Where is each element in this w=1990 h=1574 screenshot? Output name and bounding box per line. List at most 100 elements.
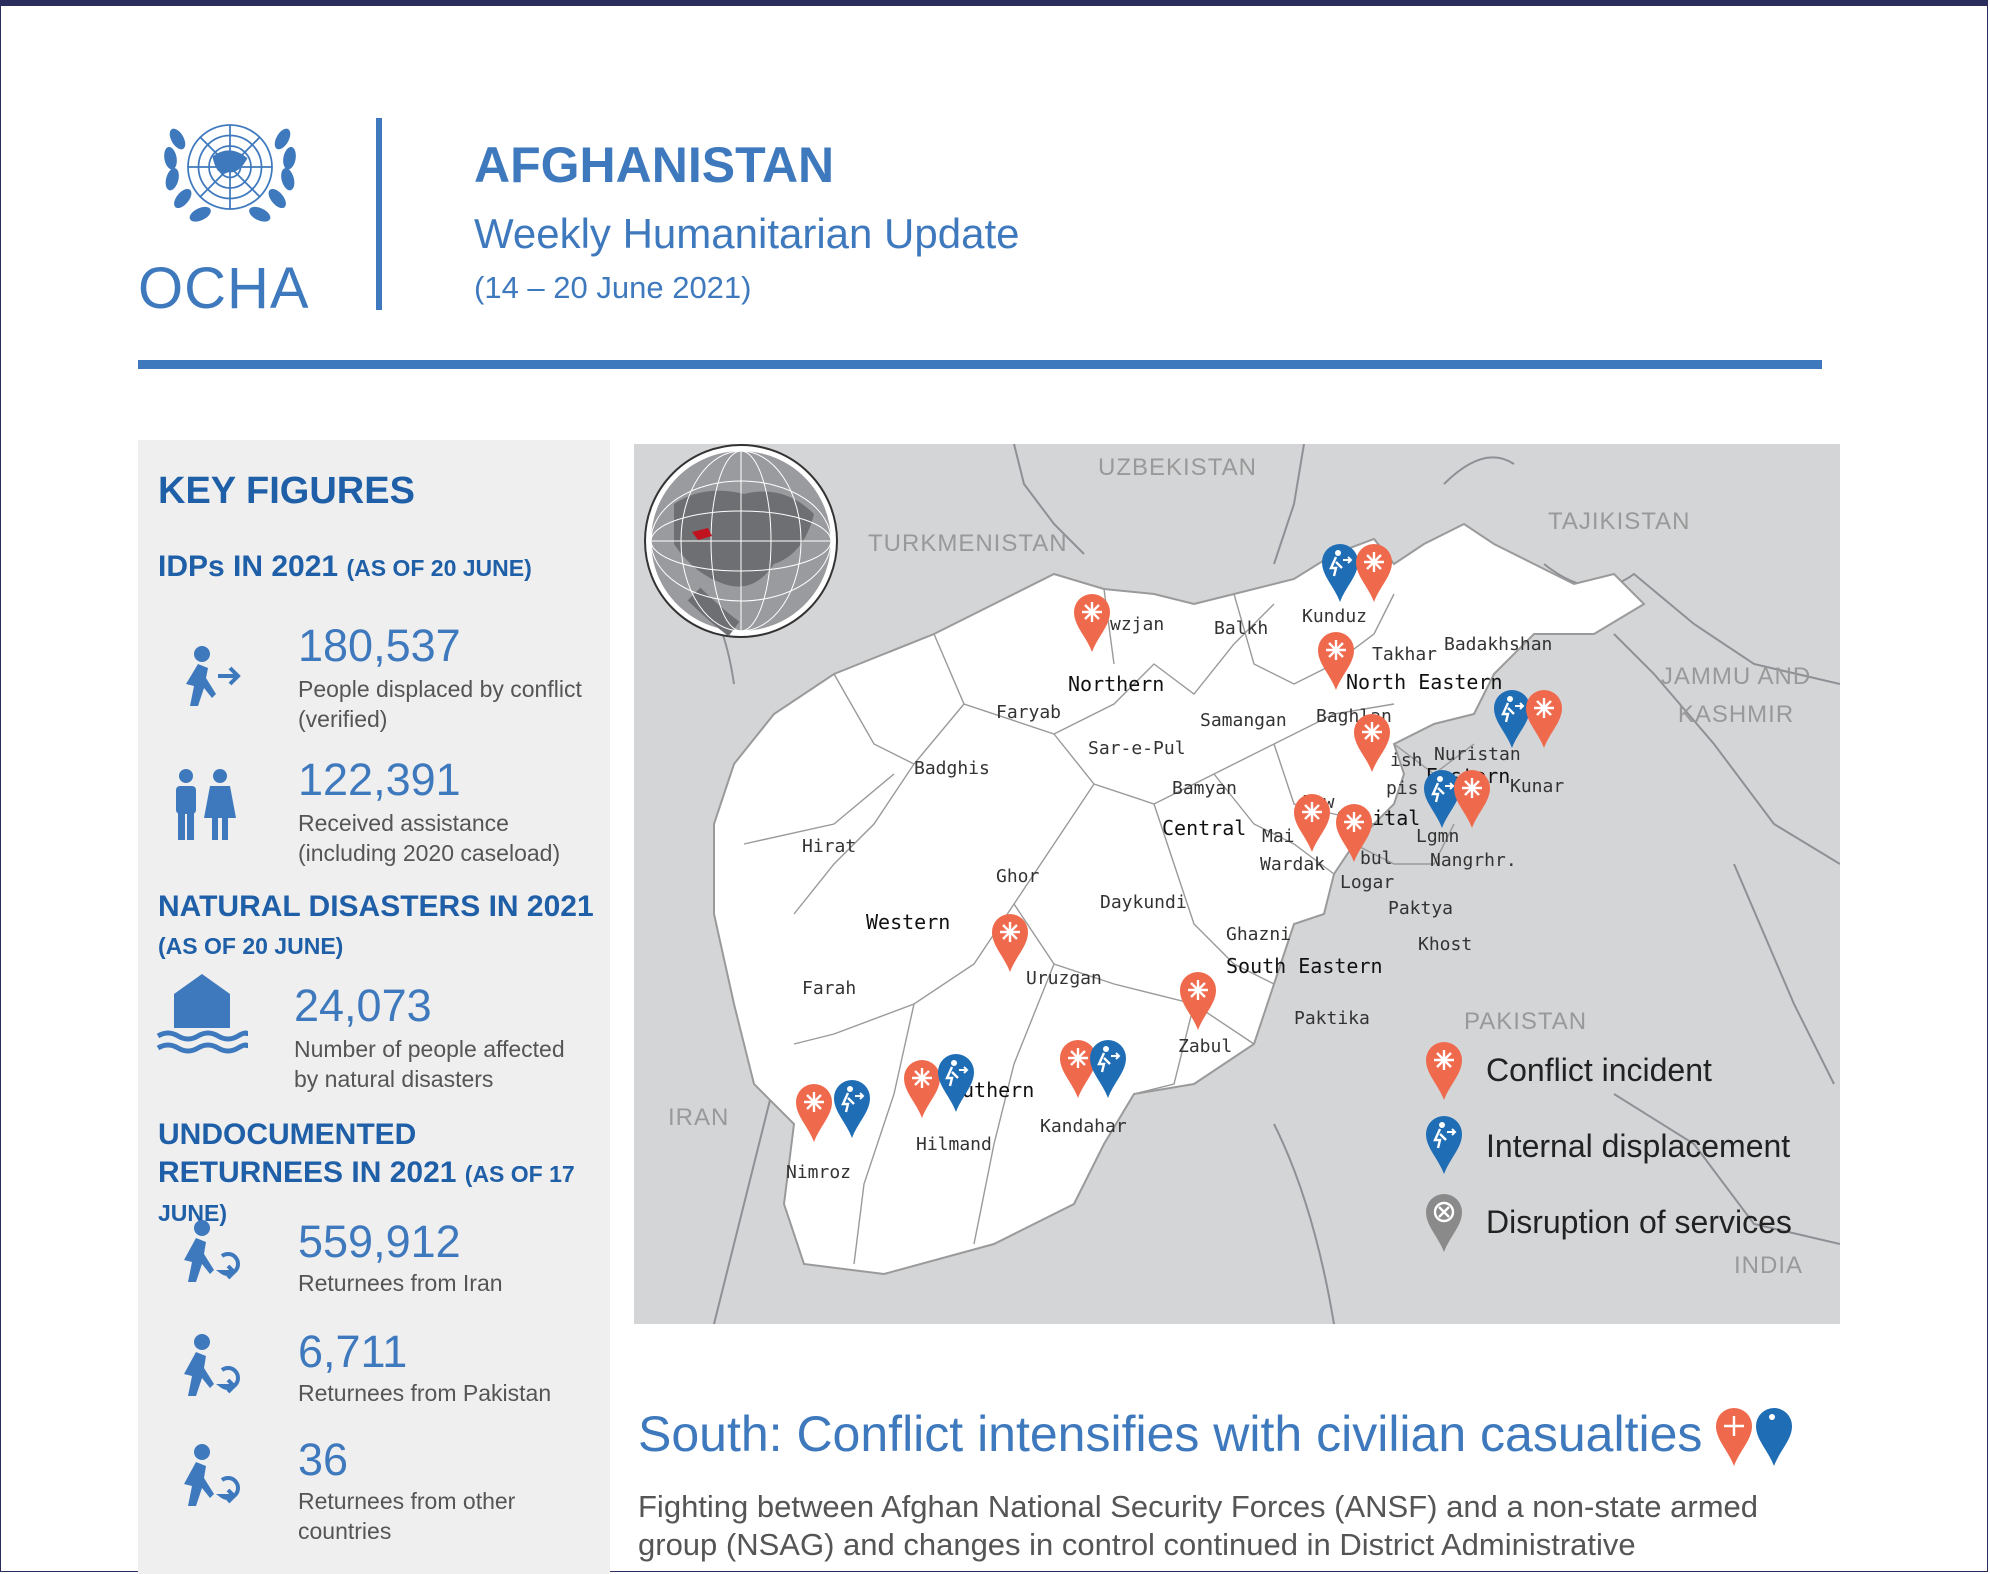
legend-conflict-icon [1424,1040,1464,1102]
org-wordmark: OCHA [138,256,310,321]
displacement-marker [936,1052,976,1114]
province-label: Hilmand [916,1134,992,1155]
header-rule [138,360,1822,369]
disasters-heading: NATURAL DISASTERS IN 2021 (AS OF 20 JUNE… [158,888,598,965]
province-label: Bamyan [1172,778,1238,799]
country-label: PAKISTAN [1464,1008,1588,1035]
province-label: Mai [1262,826,1295,847]
province-label: wzjan [1110,614,1165,635]
kf-desc: Returnees from Iran [298,1270,503,1296]
conflict-marker [1058,1038,1098,1100]
region-label: Northern [1068,672,1165,696]
province-label: Samangan [1200,710,1287,731]
key-figures-heading: KEY FIGURES [158,470,415,512]
province-label: Takhar [1372,644,1438,665]
disasters-label: NATURAL DISASTERS IN 2021 [158,890,594,923]
region-label: Western [866,910,951,934]
country-label: IRAN [668,1104,730,1131]
country-label: TURKMENISTAN [868,530,1068,557]
legend-conflict-label: Conflict incident [1486,1052,1712,1088]
conflict-marker [1292,792,1332,854]
returnees-heading: UNDOCUMENTED RETURNEES IN 2021 (AS OF 17… [158,1116,598,1232]
page-subtitle: Weekly Humanitarian Update [474,210,1020,257]
conflict-marker [1452,768,1492,830]
idps-heading: IDPs IN 2021 (AS OF 20 JUNE) [158,548,598,587]
province-label: Faryab [996,702,1062,723]
displacement-marker [1492,688,1532,750]
conflict-marker [1352,712,1392,774]
province-label: Hirat [802,836,857,857]
afghanistan-map: UZBEKISTAN TURKMENISTAN TAJIKISTAN JAMMU… [634,444,1840,1324]
kf-value: 122,391 [298,754,461,805]
province-label: Ghor [996,866,1040,887]
un-emblem-icon [164,124,296,222]
region-label: uthern [962,1078,1035,1102]
returnees-label: UNDOCUMENTED RETURNEES IN 2021 [158,1118,457,1189]
legend-disruption-label: Disruption of services [1486,1204,1792,1240]
province-label: Nangrhr. [1430,850,1517,871]
conflict-marker [1072,592,1112,654]
legend-displacement-label: Internal displacement [1486,1128,1791,1164]
province-label: Zabul [1178,1036,1233,1057]
country-label: JAMMU AND KASHMIR [1660,663,1812,728]
province-label: Lgmn [1416,826,1460,847]
idps-label: IDPs IN 2021 [158,550,339,583]
kf-value: 6,711 [298,1326,408,1377]
province-label: Badghis [914,758,990,779]
province-label: Kunar [1510,776,1565,797]
kf-value: 180,537 [298,620,461,671]
map-markers [794,542,1564,1252]
region-label: North Eastern [1346,670,1503,694]
conflict-marker [1524,688,1564,750]
heading-marker-icons [1716,1407,1793,1466]
displacement-marker [1422,768,1462,830]
province-label: Paktya [1388,898,1454,919]
country-label: TAJIKISTAN [1548,508,1691,535]
kf-desc: Number of people affected by natural dis… [294,1036,565,1092]
article-body: Fighting between Afghan National Securit… [638,1489,1759,1562]
conflict-marker [794,1082,834,1144]
conflict-marker [1334,802,1374,864]
country-label: INDIA [1734,1252,1804,1279]
province-label: Daykundi [1100,892,1187,913]
province-label: Ghazni [1226,924,1292,945]
people-icon [176,769,236,840]
displacement-marker [832,1078,872,1140]
legend-displacement-icon [1424,1114,1464,1176]
province-label: Balkh [1214,618,1269,639]
returnee-icon [184,1334,240,1396]
kf-value: 24,073 [294,980,432,1031]
province-label: pis [1386,778,1419,799]
region-label: South Eastern [1226,954,1383,978]
kf-desc: Returnees from Pakistan [298,1380,552,1406]
flood-house-icon [156,974,248,1054]
province-label: bul [1360,848,1393,869]
disasters-as-of: (AS OF 20 JUNE) [158,933,344,959]
province-label: Sar-e-Pul [1088,738,1186,759]
province-label: Uruzgan [1026,968,1102,989]
header-divider [376,118,382,310]
conflict-marker [902,1058,942,1120]
kf-desc: People displaced by conflict (verified) [298,676,582,732]
kf-desc: Returnees from other countries [298,1488,516,1544]
displacement-marker [1320,542,1360,604]
returnee-icon [184,1220,240,1282]
kf-value: 36 [298,1434,349,1485]
province-label: Farah [802,978,857,999]
province-label: Logar [1340,872,1395,893]
province-label: Badakhshan [1444,634,1553,655]
province-label: Khost [1418,934,1473,955]
displacement-marker [1088,1038,1128,1100]
idps-as-of: (AS OF 20 JUNE) [346,555,532,581]
country-label: UZBEKISTAN [1098,454,1257,481]
region-label: Central [1162,816,1247,840]
province-label: Wardak [1260,854,1326,875]
page-title: AFGHANISTAN [474,137,835,193]
province-label: Nuristan [1434,744,1521,765]
conflict-marker [1178,970,1218,1032]
article-heading-text: South: Conflict intensifies with civilia… [638,1406,1703,1462]
date-range: (14 – 20 June 2021) [474,270,752,305]
conflict-marker [990,912,1030,974]
province-label: Nimroz [786,1162,852,1183]
